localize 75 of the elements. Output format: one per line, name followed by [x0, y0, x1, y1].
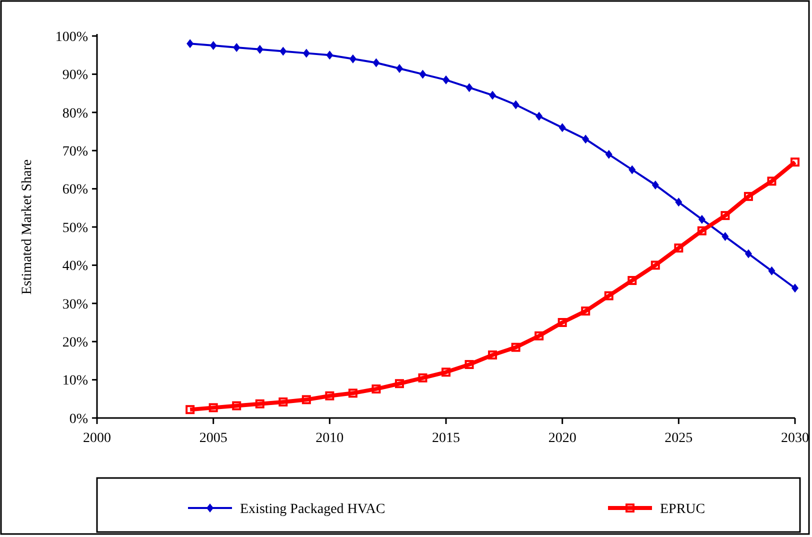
point: [698, 214, 706, 224]
point: [233, 42, 240, 52]
point: [348, 388, 358, 398]
x-tick-label: 2030: [781, 431, 809, 446]
point: [768, 266, 776, 276]
point: [582, 134, 590, 144]
y-tick-label: 100%: [55, 30, 88, 45]
point: [512, 100, 520, 110]
point: [255, 399, 264, 408]
point: [302, 395, 311, 404]
point: [536, 112, 543, 121]
point: [675, 198, 682, 207]
point: [302, 48, 310, 58]
y-tick-label: 10%: [62, 374, 88, 389]
point: [674, 244, 684, 253]
y-tick-label: 20%: [62, 336, 88, 350]
point: [396, 64, 403, 73]
point: [652, 180, 659, 190]
point: [442, 75, 450, 84]
y-axis-title: Estimated Market Share: [20, 159, 35, 295]
point: [722, 232, 729, 242]
point: [558, 123, 566, 132]
point: [511, 342, 520, 352]
y-tick-label: 80%: [62, 106, 88, 122]
point: [419, 70, 426, 79]
y-tick-label: 70%: [62, 144, 88, 160]
point: [744, 192, 753, 201]
point: [325, 391, 334, 400]
x-tick-label: 2000: [83, 431, 111, 446]
point: [488, 350, 498, 360]
x-tick-label: 2025: [664, 431, 693, 446]
point: [349, 54, 356, 64]
y-tick-label: 90%: [62, 68, 88, 84]
point: [232, 401, 242, 410]
point: [720, 211, 730, 220]
point: [558, 318, 567, 327]
y-tick-label: 50%: [62, 220, 88, 236]
point: [326, 50, 334, 60]
x-tick-label: 2010: [316, 431, 344, 446]
point: [280, 46, 287, 56]
point: [372, 58, 380, 68]
y-tick-label: 40%: [62, 259, 88, 274]
point: [278, 397, 288, 406]
legend-label: EPRUC: [660, 502, 706, 517]
point: [442, 368, 450, 377]
point: [767, 176, 776, 186]
point: [790, 158, 800, 167]
x-tick-label: 2020: [548, 431, 576, 446]
point: [605, 150, 612, 159]
point: [650, 260, 660, 270]
point: [372, 384, 381, 394]
point: [792, 284, 798, 293]
point: [466, 83, 473, 92]
point: [394, 379, 404, 388]
x-tick-label: 2005: [199, 431, 228, 446]
y-tick-label: 30%: [62, 297, 88, 312]
y-tick-label: 60%: [62, 182, 88, 198]
point: [256, 44, 264, 54]
point: [628, 276, 637, 285]
point: [581, 306, 590, 316]
point: [208, 403, 218, 412]
point: [210, 41, 217, 50]
point: [418, 373, 428, 382]
point: [697, 226, 706, 236]
point: [186, 405, 195, 414]
point: [534, 331, 544, 340]
point: [186, 39, 194, 48]
point: [604, 291, 614, 300]
legend-label: Existing Packaged HVAC: [240, 502, 386, 517]
point: [744, 249, 752, 258]
x-tick-label: 2015: [432, 431, 460, 446]
point: [489, 90, 496, 100]
point: [628, 165, 636, 174]
point: [464, 360, 474, 370]
y-tick-label: 0%: [69, 412, 88, 427]
